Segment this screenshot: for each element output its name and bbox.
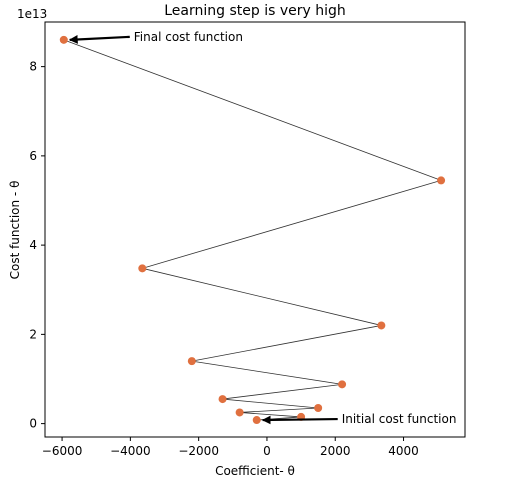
- annotation-initial: Initial cost function: [342, 412, 457, 426]
- data-point: [218, 395, 227, 404]
- annotation-final: Final cost function: [134, 30, 243, 44]
- y-tick-label: 2: [29, 327, 37, 341]
- x-axis: −6000 −4000 −2000 0 2000 4000: [42, 437, 419, 458]
- annotation-arrow-final: [68, 35, 130, 44]
- step-arrow: [239, 408, 319, 413]
- y-tick-label: 6: [29, 149, 37, 163]
- data-point: [377, 321, 386, 330]
- step-arrow: [240, 412, 302, 418]
- annotation-arrow-initial: [261, 415, 338, 425]
- axes-frame: [44, 21, 466, 438]
- data-point: [187, 357, 196, 366]
- y-axis-label: Cost function - θ: [8, 181, 22, 280]
- step-arrow: [222, 384, 343, 400]
- data-point: [59, 35, 68, 44]
- step-arrow: [192, 361, 343, 385]
- step-arrow: [142, 268, 382, 326]
- y-tick-label: 4: [29, 238, 37, 252]
- x-axis-label: Coefficient- θ: [215, 464, 295, 478]
- data-point: [252, 416, 261, 425]
- x-tick-label: 4000: [388, 444, 419, 458]
- x-tick-label: 2000: [320, 444, 351, 458]
- y-tick-label: 8: [29, 60, 37, 74]
- plot-area: Final cost function Initial cost function: [59, 30, 457, 426]
- data-point: [437, 176, 446, 185]
- x-tick-label: −2000: [178, 444, 219, 458]
- y-tick-label: 0: [29, 417, 37, 431]
- x-tick-label: 0: [263, 444, 271, 458]
- step-arrow: [142, 180, 441, 269]
- chart-title: Learning step is very high: [164, 3, 346, 19]
- data-point: [235, 408, 244, 417]
- data-point: [138, 264, 147, 273]
- x-tick-label: −6000: [42, 444, 83, 458]
- y-axis: 0 2 4 6 8: [29, 60, 45, 431]
- step-arrow: [223, 399, 319, 409]
- data-point: [314, 403, 323, 412]
- step-arrow: [191, 325, 382, 362]
- step-arrow: [64, 40, 442, 181]
- y-offset-label: 1e13: [17, 7, 47, 21]
- data-point: [338, 380, 347, 389]
- x-tick-label: −4000: [110, 444, 151, 458]
